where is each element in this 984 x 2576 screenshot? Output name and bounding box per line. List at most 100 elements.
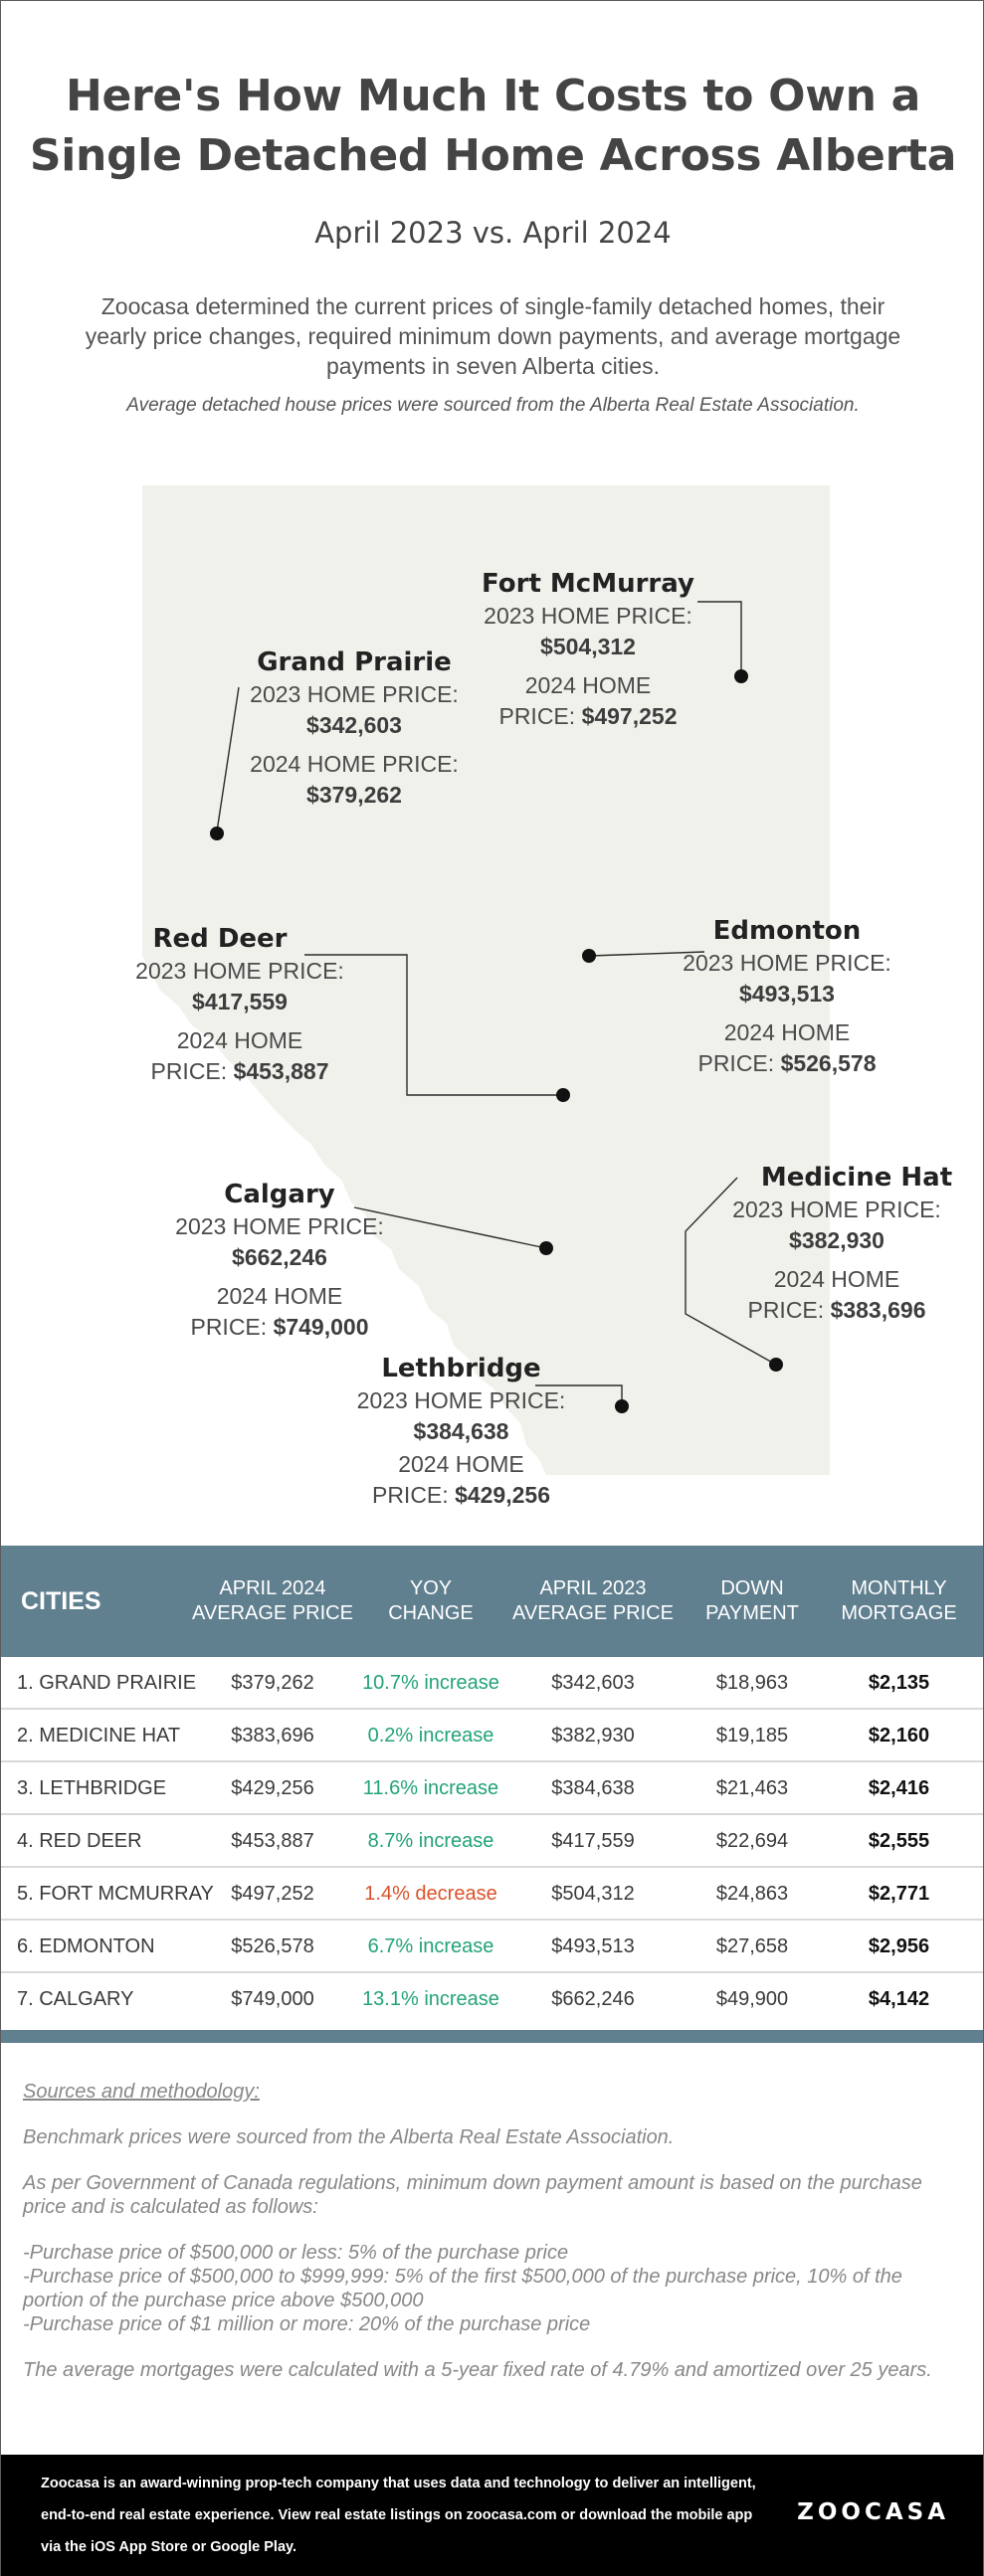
price-2023-value: $417,559 [192,989,288,1014]
table-row: 4. RED DEER $453,887 8.7% increase $417,559… [1,1815,983,1868]
cell-yoy-change: 10.7% increase [362,1672,499,1694]
edmonton-marker [582,949,596,963]
price-2024-line-a: 2024 HOME [398,1451,524,1477]
cell-city: 6. EDMONTON [17,1935,155,1957]
intro-source-note: Average detached house prices were sourc… [126,395,860,416]
cell-city: 5. FORT MCMURRAY [17,1883,214,1905]
price-2024-line-a: 2024 HOME [723,1019,851,1045]
price-2024-label: PRICE: [747,1297,825,1323]
cell-down-payment: $49,900 [715,1988,789,2010]
cell-april-2023-price: $342,603 [551,1672,635,1694]
price-2023-label: 2023 HOME PRICE: [356,1387,566,1413]
cell-down-payment: $18,963 [715,1672,789,1694]
alberta-shape [142,485,830,1475]
sources-rule-3: -Purchase price of $1 million or more: 2… [23,2313,591,2335]
page-subtitle: April 2023 vs. April 2024 [314,216,672,250]
price-2024-line-a: 2024 HOME [773,1266,900,1292]
cell-april-2024-price: $526,578 [231,1935,314,1957]
cell-april-2023-price: $493,513 [551,1935,635,1957]
cell-monthly-mortgage: $2,555 [868,1830,930,1852]
price-2023-label: 2023 HOME PRICE: [175,1213,384,1239]
city-label-edmonton: Edmonton 2023 HOME PRICE: $493,513 2024 … [638,914,936,1079]
city-label-medicine-hat: Medicine Hat 2023 HOME PRICE: $382,930 2… [697,1161,976,1326]
red-deer-connector [304,954,563,1096]
header-april-2023-price: APRIL 2023 AVERAGE PRICE [512,1577,674,1624]
price-2023-label: 2023 HOME PRICE: [250,681,459,707]
cell-april-2023-price: $384,638 [551,1777,635,1799]
price-2024-value: $379,262 [306,782,402,808]
cell-down-payment: $24,863 [715,1883,789,1905]
edmonton-connector [589,951,705,957]
city-label-calgary: Calgary 2023 HOME PRICE: $662,246 2024 H… [140,1178,419,1343]
price-2023-label: 2023 HOME PRICE: [732,1196,941,1222]
cell-april-2023-price: $417,559 [551,1830,635,1852]
cell-city: 1. GRAND PRAIRIE [17,1672,197,1694]
table-row: 7. CALGARY $749,000 13.1% increase $662,246… [1,1973,983,2026]
sources-rule-1: -Purchase price of $500,000 or less: 5% … [23,2242,569,2264]
sources-methodology: Sources and methodology: Benchmark price… [23,2080,958,2404]
cell-april-2024-price: $497,252 [231,1883,314,1905]
sources-regulation: As per Government of Canada regulations,… [23,2172,922,2218]
cell-city: 4. RED DEER [17,1830,142,1852]
lethbridge-marker [615,1399,629,1413]
price-2023-label: 2023 HOME PRICE: [484,603,692,629]
lethbridge-connector [535,1384,623,1404]
cell-yoy-change: 6.7% increase [367,1935,494,1957]
cell-city: 2. MEDICINE HAT [17,1725,181,1747]
city-name: Grand Prairie [257,647,452,677]
city-name: Edmonton [712,916,862,946]
cell-down-payment: $27,658 [715,1935,789,1957]
table-row: 5. FORT MCMURRAY $497,252 1.4% decrease $50… [1,1868,983,1921]
cell-monthly-mortgage: $2,956 [868,1935,930,1957]
header-cities: CITIES [21,1586,101,1615]
cell-yoy-change: 1.4% decrease [364,1883,497,1905]
price-2024-line-a: 2024 HOME [216,1283,343,1309]
page-title: Here's How Much It Costs to Own a Single… [29,71,957,181]
cell-april-2024-price: $383,696 [231,1725,314,1747]
price-2023-value: $384,638 [413,1418,509,1444]
cell-down-payment: $22,694 [715,1830,789,1852]
city-name: Red Deer [152,924,288,954]
price-2024-value: $497,252 [581,703,678,729]
grand-prairie-connector [216,686,240,832]
price-2024-label: PRICE: [190,1314,268,1340]
price-2024-value: $429,256 [455,1482,550,1508]
city-name: Calgary [224,1180,335,1209]
city-name: Medicine Hat [760,1163,953,1193]
header-yoy-change: YOY CHANGE [388,1577,474,1624]
price-2023-value: $504,312 [540,634,636,659]
table-header: CITIES APRIL 2024 AVERAGE PRICE YOY CHANGE… [1,1546,983,1657]
table-row: 3. LETHBRIDGE $429,256 11.6% increase $384,… [1,1762,983,1815]
cell-april-2024-price: $453,887 [231,1830,314,1852]
medicine-hat-marker [769,1358,783,1372]
price-2024-line-a: 2024 HOME [524,672,652,698]
sources-benchmark: Benchmark prices were sourced from the A… [23,2126,675,2148]
price-2024-label: PRICE: [150,1058,228,1084]
price-2024-label: PRICE: [697,1050,775,1076]
price-2024-label: PRICE: [371,1482,449,1508]
medicine-hat-connector [685,1177,777,1366]
price-2024-value: $526,578 [780,1050,877,1076]
table-row: 2. MEDICINE HAT $383,696 0.2% increase $382… [1,1710,983,1762]
city-label-red-deer: Red Deer 2023 HOME PRICE: $417,559 2024 … [100,922,379,1087]
price-2024-line-a: 2024 HOME [176,1027,303,1053]
cell-city: 7. CALGARY [17,1988,134,2010]
city-label-fort-mcmurray: Fort McMurray 2023 HOME PRICE: $504,312 … [439,567,737,732]
alberta-map: Fort McMurray 2023 HOME PRICE: $504,312 … [1,478,983,1513]
price-2024-value: $383,696 [830,1297,926,1323]
city-name: Fort McMurray [482,569,694,599]
calgary-connector [353,1206,547,1249]
cell-down-payment: $21,463 [715,1777,789,1799]
zoocasa-logo: ZOOCASA [797,2499,949,2525]
table-bottom-bar [1,2030,983,2043]
cell-april-2023-price: $662,246 [551,1988,635,2010]
cell-monthly-mortgage: $2,416 [868,1777,930,1799]
price-2024-value: $453,887 [233,1058,329,1084]
cell-monthly-mortgage: $2,160 [868,1725,930,1747]
cell-april-2023-price: $382,930 [551,1725,635,1747]
footer-text: Zoocasa is an award-winning prop-tech co… [41,2476,756,2555]
cell-down-payment: $19,185 [715,1725,789,1747]
cell-yoy-change: 0.2% increase [367,1725,494,1747]
header-down-payment: DOWN PAYMENT [705,1577,799,1624]
